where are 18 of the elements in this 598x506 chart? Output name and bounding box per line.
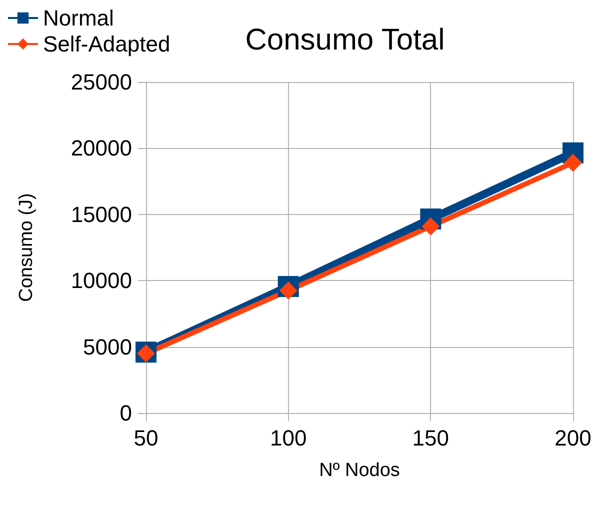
chart-title: Consumo Total (245, 24, 445, 56)
y-tick-label: 25000 (70, 70, 132, 94)
x-tick-label: 100 (270, 426, 307, 450)
legend-label: Self-Adapted (43, 32, 170, 56)
y-tick-label: 10000 (70, 268, 132, 294)
x-tick-label: 200 (554, 426, 592, 450)
x-tick-label: 50 (134, 426, 158, 450)
y-tick-label: 0 (120, 400, 132, 426)
y-tick-label: 15000 (70, 202, 132, 227)
legend-label: Normal (43, 6, 114, 30)
y-tick-label: 5000 (83, 334, 132, 360)
point (279, 282, 298, 300)
y-tick-label: 20000 (70, 136, 132, 161)
point (564, 154, 582, 172)
x-axis-title: Nº Nodos (319, 460, 400, 481)
point (422, 217, 440, 236)
x-tick-label: 150 (412, 426, 450, 450)
y-axis-title: Consumo (J) (16, 193, 37, 302)
